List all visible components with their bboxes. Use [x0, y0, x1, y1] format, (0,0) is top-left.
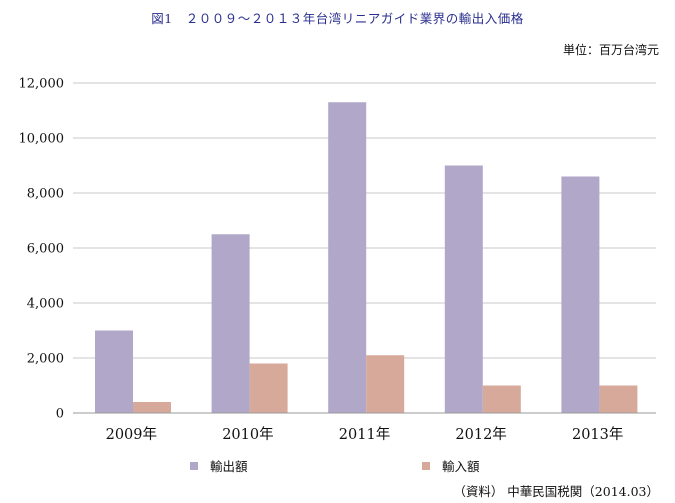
y-tick-label: 0 [56, 407, 64, 422]
y-tick-label: 6,000 [27, 242, 64, 257]
legend-item-export: 輸出額 [190, 456, 248, 475]
bar-import [249, 363, 288, 413]
bar-export [444, 165, 483, 413]
x-tick-label: 2011年 [339, 426, 390, 443]
bar-import [366, 355, 405, 413]
bar-import [599, 385, 638, 413]
bar-export [561, 176, 600, 413]
bar-export [211, 234, 250, 413]
legend-label-import: 輸入額 [442, 459, 480, 474]
legend-swatch-import [422, 461, 430, 470]
y-tick-label: 8,000 [27, 187, 64, 202]
bar-export [95, 330, 133, 413]
bar-export [328, 102, 367, 413]
bar-import [482, 385, 521, 413]
source-note: （資料） 中華民国税関（2014.03） [453, 484, 659, 499]
y-tick-label: 4,000 [27, 297, 64, 312]
unit-label: 単位：百万台湾元 [562, 43, 659, 57]
x-tick-label: 2012年 [455, 426, 506, 443]
chart-title: 図1 ２００９～２０１３年台湾リニアガイド業界の輸出入価格 [151, 11, 524, 26]
y-tick-label: 12,000 [19, 77, 65, 92]
x-tick-label: 2010年 [222, 426, 273, 443]
legend-label-export: 輸出額 [210, 459, 248, 474]
legend-swatch-export [190, 461, 198, 470]
legend-item-import: 輸入額 [422, 456, 480, 475]
x-tick-label: 2013年 [572, 426, 623, 443]
bar-import [133, 402, 171, 413]
y-tick-label: 10,000 [19, 132, 65, 147]
x-tick-label: 2009年 [106, 426, 157, 443]
y-tick-label: 2,000 [27, 352, 64, 367]
